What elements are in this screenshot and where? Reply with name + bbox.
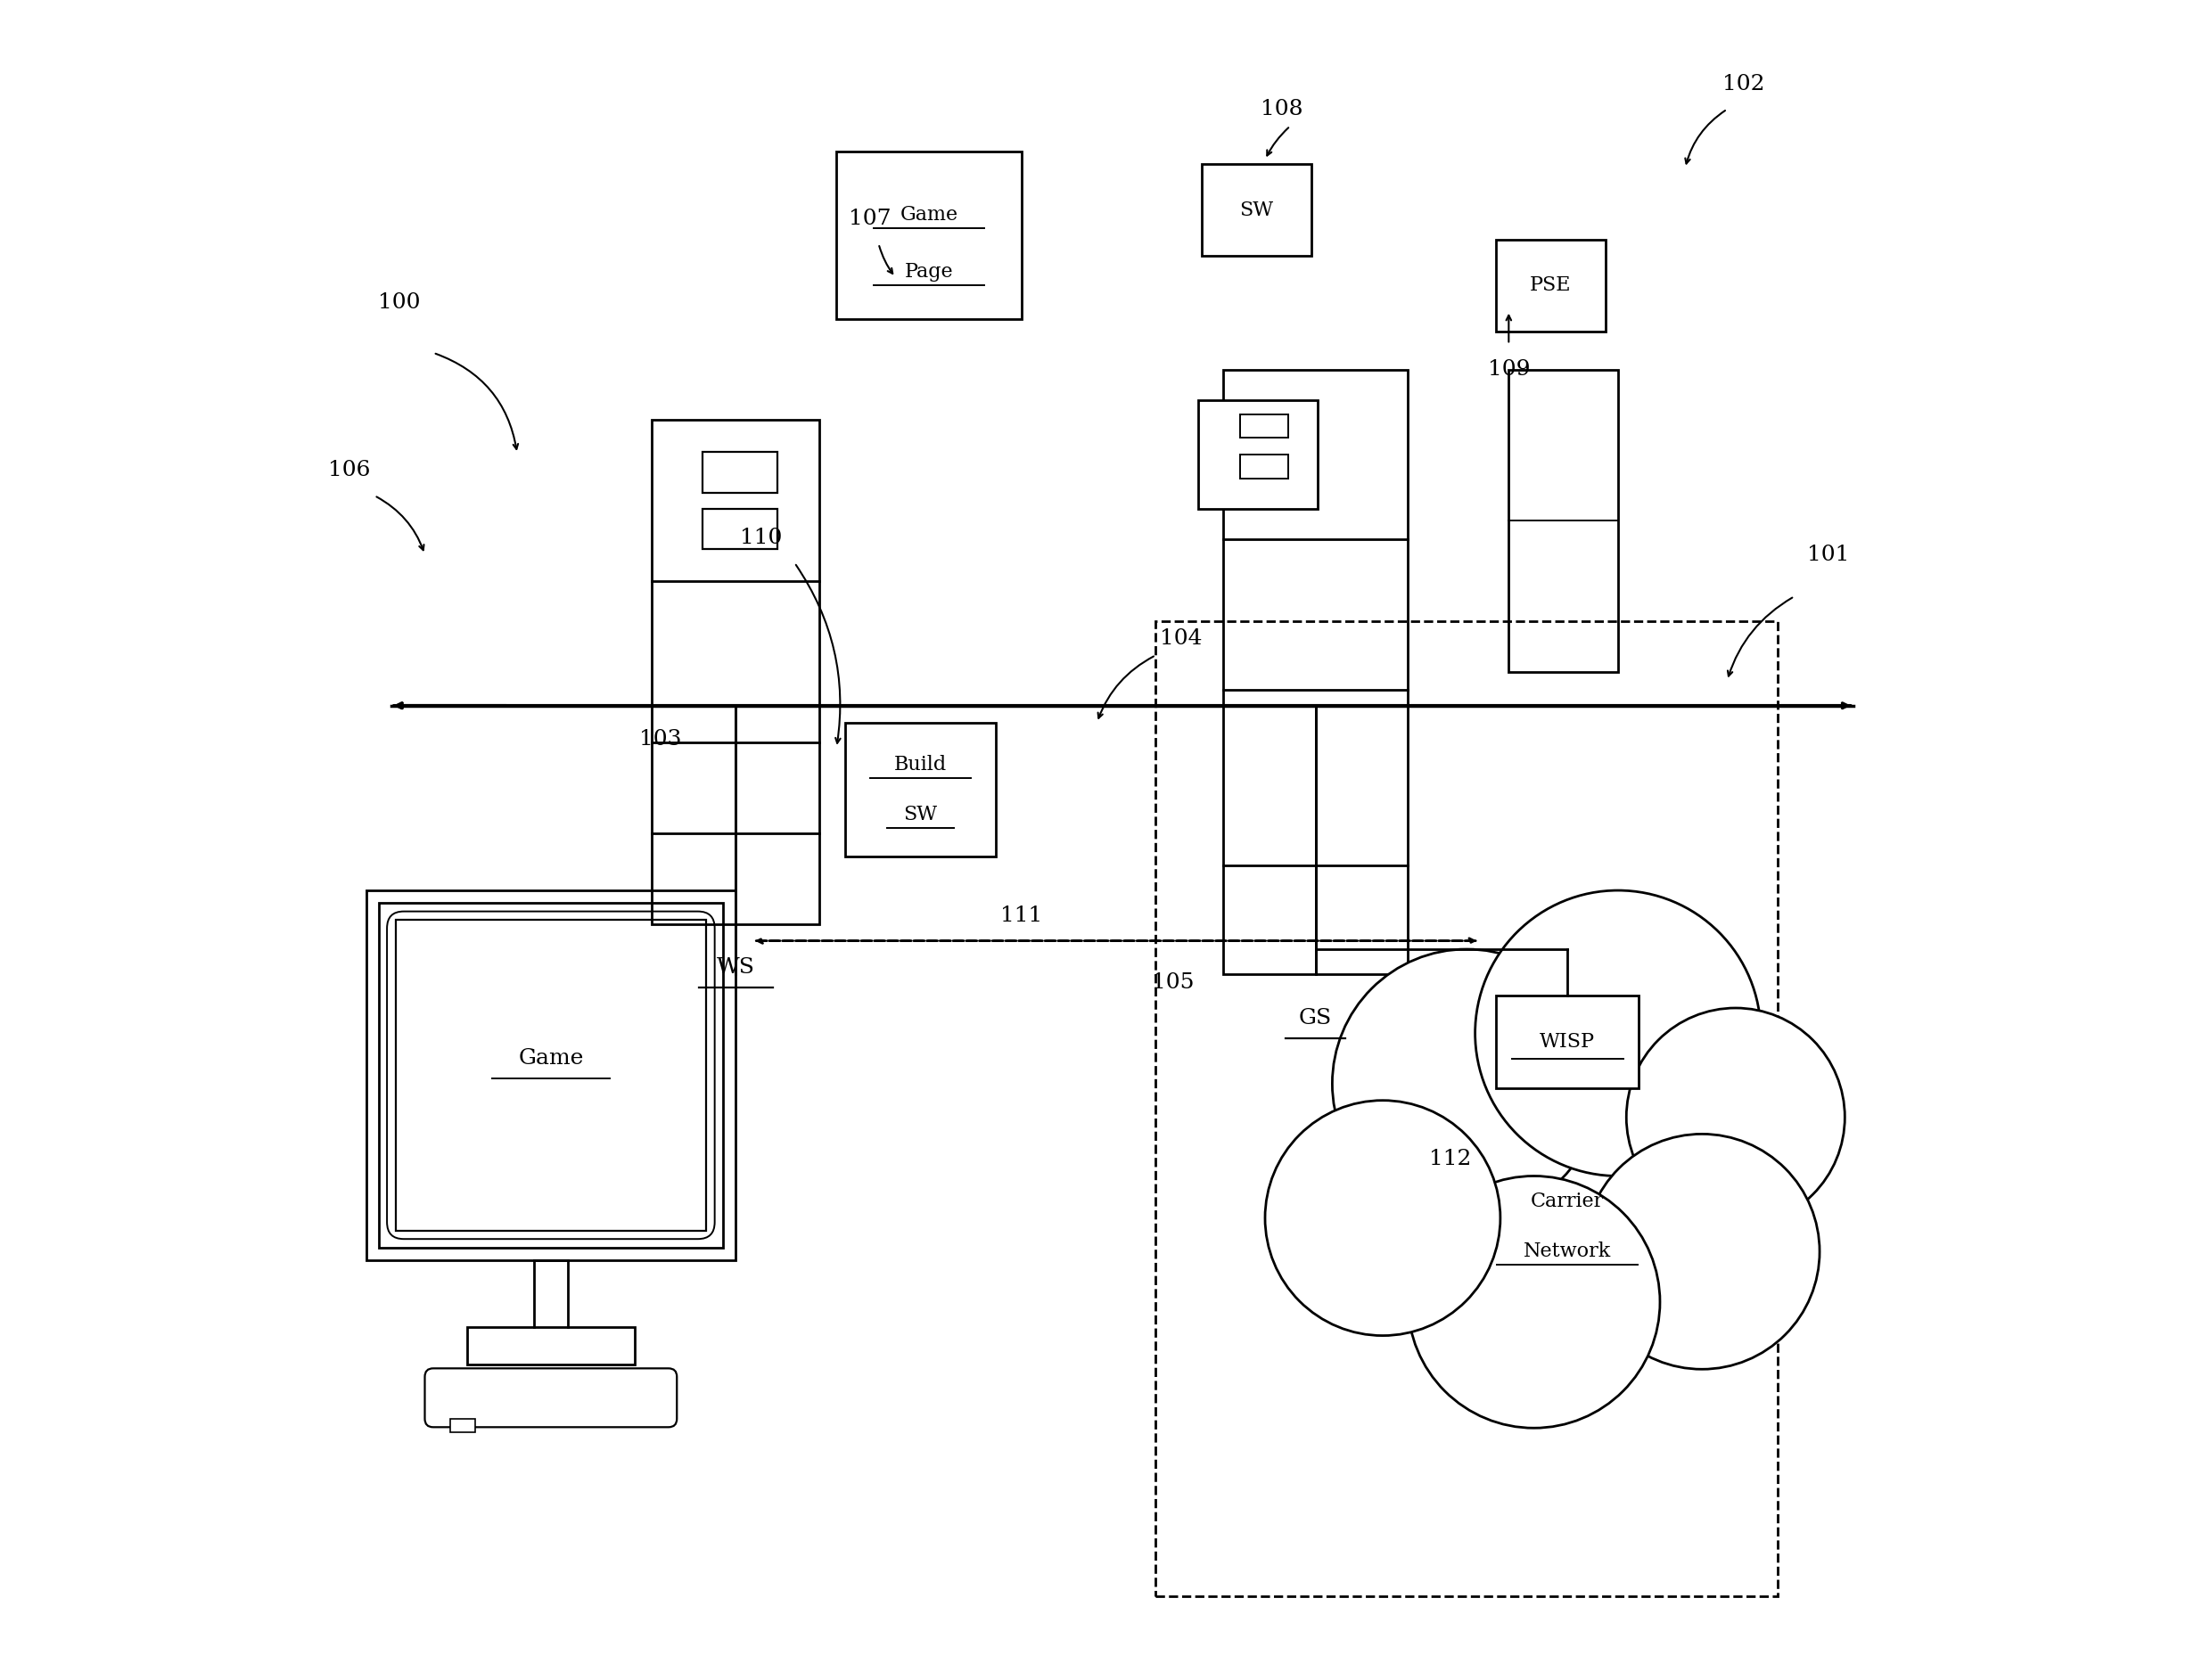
Text: 105: 105 [1152, 973, 1194, 993]
Text: WISP: WISP [1540, 1032, 1595, 1052]
Text: SW: SW [1240, 200, 1275, 220]
Text: 106: 106 [329, 460, 371, 480]
Circle shape [1474, 890, 1762, 1176]
Bar [1198, 400, 1319, 509]
Text: Page: Page [904, 262, 954, 282]
Bar [1240, 413, 1288, 438]
Circle shape [1626, 1008, 1845, 1226]
Text: PSE: PSE [1529, 276, 1571, 296]
Bar [366, 890, 735, 1260]
Bar [1156, 622, 1777, 1596]
Text: Network: Network [1525, 1242, 1610, 1262]
Bar [1202, 163, 1312, 255]
Bar [380, 904, 724, 1247]
Text: 102: 102 [1722, 74, 1766, 94]
Text: 112: 112 [1428, 1149, 1470, 1169]
Bar [450, 1418, 476, 1431]
Bar [652, 420, 821, 924]
Text: GS: GS [1299, 1008, 1332, 1028]
Text: 111: 111 [1000, 906, 1042, 926]
Bar [836, 151, 1022, 319]
Bar [1509, 370, 1617, 672]
Text: Game: Game [900, 205, 959, 225]
Circle shape [1584, 1134, 1819, 1369]
Text: 108: 108 [1262, 99, 1303, 119]
Circle shape [1332, 949, 1602, 1218]
Text: Carrier: Carrier [1531, 1191, 1604, 1211]
Bar [395, 921, 706, 1230]
Bar [702, 452, 777, 492]
Text: SW: SW [904, 805, 937, 825]
Text: Game: Game [518, 1048, 584, 1068]
Circle shape [1409, 1176, 1661, 1428]
Text: 109: 109 [1488, 360, 1529, 380]
Bar [1496, 239, 1606, 333]
Bar [1496, 995, 1639, 1089]
Bar [845, 722, 996, 857]
Text: 101: 101 [1808, 544, 1850, 564]
Text: WS: WS [717, 958, 755, 978]
Text: 100: 100 [377, 292, 421, 312]
Text: 107: 107 [849, 208, 891, 228]
Bar [467, 1327, 634, 1364]
Text: 110: 110 [739, 528, 781, 548]
Text: 104: 104 [1161, 628, 1202, 648]
Circle shape [1266, 1100, 1501, 1336]
Text: 103: 103 [638, 729, 682, 749]
Text: Build: Build [895, 754, 948, 774]
Bar [702, 509, 777, 549]
Bar [1222, 370, 1409, 974]
Bar [1240, 454, 1288, 479]
